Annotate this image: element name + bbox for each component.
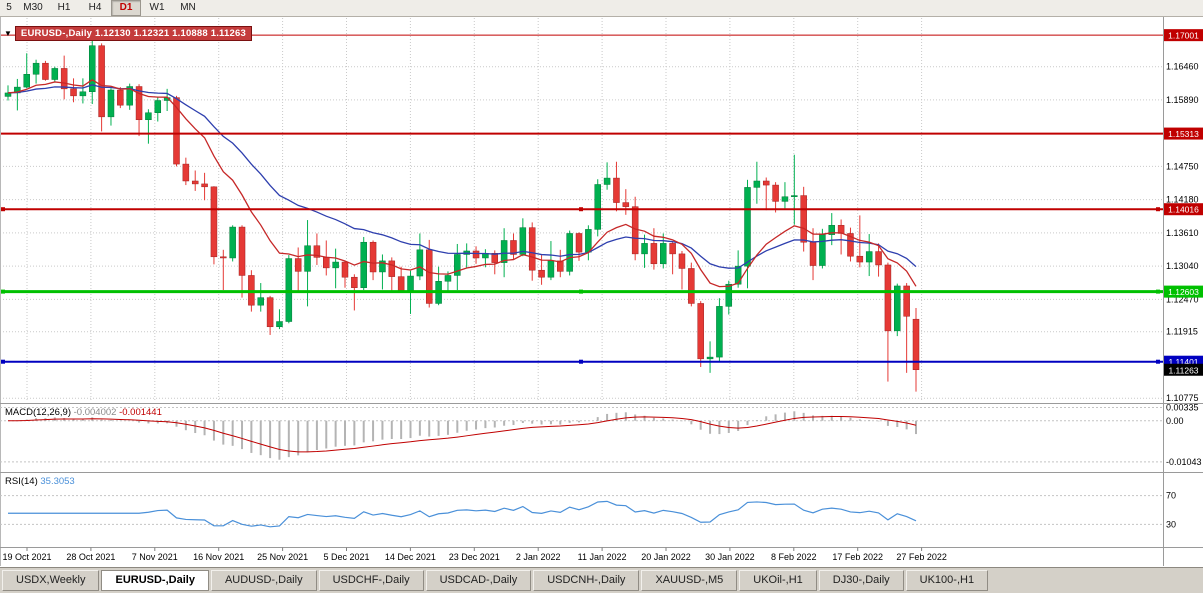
date-axis[interactable]: 19 Oct 2021 28 Oct 2021 7 Nov 2021 16 Nov 2… [2, 547, 947, 563]
svg-text:16 Nov 2021: 16 Nov 2021 [193, 552, 244, 562]
tab-ukoil-h1[interactable]: UKOil-,H1 [739, 570, 817, 591]
macd-signal-line [7, 415, 917, 453]
chart-tabs: USDX,Weekly EURUSD-,Daily AUDUSD-,Daily USD… [0, 567, 1203, 593]
svg-text:27 Feb 2022: 27 Feb 2022 [896, 552, 947, 562]
tab-usdcnh-daily[interactable]: USDCNH-,Daily [533, 570, 640, 591]
svg-text:1.13040: 1.13040 [1166, 261, 1199, 271]
tab-xauusd-m5[interactable]: XAUUSD-,M5 [641, 570, 738, 591]
candles [4, 39, 920, 392]
svg-text:1.11401: 1.11401 [1168, 357, 1198, 367]
ma-fast-line [7, 79, 917, 288]
svg-text:1.13610: 1.13610 [1166, 228, 1199, 238]
tab-eurusd-daily[interactable]: EURUSD-,Daily [101, 570, 209, 591]
svg-text:1.12603: 1.12603 [1168, 287, 1199, 297]
ma-slow-line [7, 84, 917, 269]
svg-text:-0.01043: -0.01043 [1166, 457, 1202, 467]
svg-text:70: 70 [1166, 491, 1176, 501]
svg-text:0.00335: 0.00335 [1166, 403, 1199, 413]
svg-text:1.12470: 1.12470 [1166, 294, 1199, 304]
svg-text:0.00: 0.00 [1166, 416, 1184, 426]
tab-usdchf-daily[interactable]: USDCHF-,Daily [318, 570, 424, 591]
tab-audusd-daily[interactable]: AUDUSD-,Daily [210, 570, 317, 591]
macd-panel: 0.00335 0.00 -0.01043 [0, 403, 1202, 467]
timeframe-button-d1[interactable]: D1 [111, 0, 141, 16]
svg-text:8 Feb 2022: 8 Feb 2022 [771, 552, 817, 562]
svg-text:1.15890: 1.15890 [1166, 95, 1199, 105]
svg-text:1.10775: 1.10775 [1166, 393, 1199, 403]
svg-text:14 Dec 2021: 14 Dec 2021 [385, 552, 436, 562]
svg-text:20 Jan 2022: 20 Jan 2022 [641, 552, 691, 562]
tab-usdx-weekly[interactable]: USDX,Weekly [2, 570, 100, 591]
svg-text:7 Nov 2021: 7 Nov 2021 [132, 552, 178, 562]
svg-text:30 Jan 2022: 30 Jan 2022 [705, 552, 755, 562]
rsi-panel: 70 30 [0, 491, 1176, 529]
tab-dj30-daily[interactable]: DJ30-,Daily [818, 570, 904, 591]
chart-area[interactable]: 1.16460 1.15890 1.14750 1.14180 1.13610 1.130… [0, 0, 1203, 567]
svg-text:5 Dec 2021: 5 Dec 2021 [323, 552, 369, 562]
timeframe-button-mn[interactable]: MN [180, 2, 196, 13]
rsi-line [8, 500, 917, 528]
svg-text:25 Nov 2021: 25 Nov 2021 [257, 552, 308, 562]
svg-text:23 Dec 2021: 23 Dec 2021 [449, 552, 500, 562]
price-levels[interactable] [0, 34, 1163, 364]
svg-text:1.11263: 1.11263 [1168, 365, 1198, 375]
svg-text:1.14016: 1.14016 [1168, 205, 1199, 215]
svg-text:1.14750: 1.14750 [1166, 161, 1199, 171]
svg-text:28 Oct 2021: 28 Oct 2021 [66, 552, 115, 562]
svg-text:1.11915: 1.11915 [1166, 327, 1198, 337]
svg-text:1.17001: 1.17001 [1168, 31, 1199, 41]
timeframe-button-h1[interactable]: H1 [57, 2, 71, 13]
tab-uk100-h1[interactable]: UK100-,H1 [905, 570, 989, 591]
svg-text:19 Oct 2021: 19 Oct 2021 [2, 552, 51, 562]
svg-text:2 Jan 2022: 2 Jan 2022 [516, 552, 561, 562]
timeframe-button-w1[interactable]: W1 [149, 2, 165, 13]
timeframe-toolbar: 5 M30 H1 H4 D1 W1 MN [0, 0, 1203, 17]
timeframe-button-5[interactable]: 5 [6, 2, 12, 13]
timeframe-button-m30[interactable]: M30 [23, 2, 43, 13]
svg-text:1.16460: 1.16460 [1166, 62, 1199, 72]
price-axis[interactable]: 1.16460 1.15890 1.14750 1.14180 1.13610 1.130… [1164, 29, 1203, 403]
timeframe-button-h4[interactable]: H4 [88, 2, 102, 13]
tab-usdcad-daily[interactable]: USDCAD-,Daily [425, 570, 532, 591]
svg-text:1.14180: 1.14180 [1166, 195, 1199, 205]
svg-text:1.15313: 1.15313 [1168, 129, 1199, 139]
svg-text:17 Feb 2022: 17 Feb 2022 [832, 552, 883, 562]
svg-text:11 Jan 2022: 11 Jan 2022 [578, 552, 627, 562]
svg-text:30: 30 [1166, 519, 1176, 529]
